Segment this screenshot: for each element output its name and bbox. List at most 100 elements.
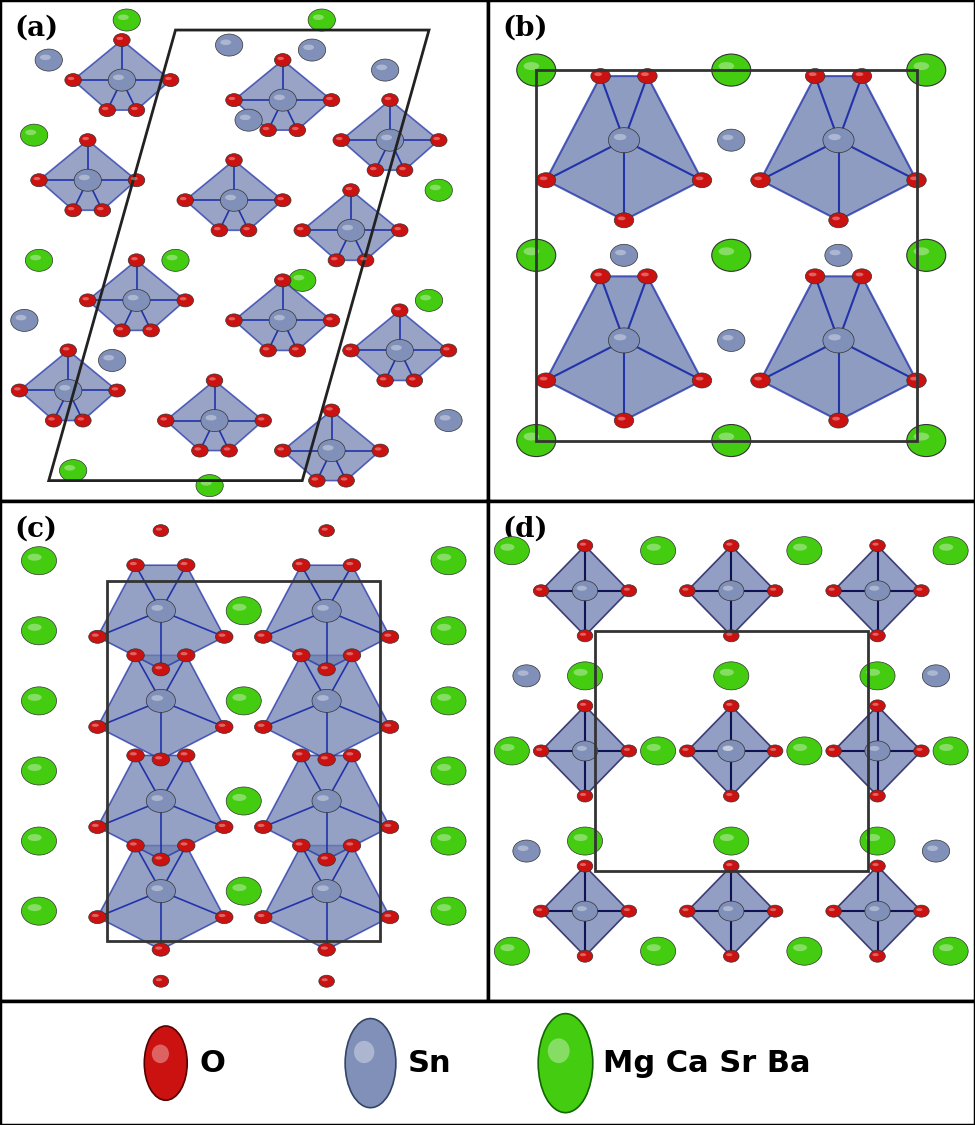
Ellipse shape — [67, 76, 74, 80]
Ellipse shape — [692, 374, 712, 388]
Ellipse shape — [829, 334, 840, 341]
Ellipse shape — [152, 1044, 169, 1063]
Ellipse shape — [767, 745, 783, 757]
Ellipse shape — [11, 309, 38, 332]
Ellipse shape — [793, 744, 807, 752]
Ellipse shape — [257, 417, 264, 421]
Ellipse shape — [321, 666, 328, 669]
Ellipse shape — [680, 906, 695, 917]
Ellipse shape — [865, 901, 890, 921]
Ellipse shape — [367, 164, 384, 177]
Text: (c): (c) — [15, 515, 58, 542]
Polygon shape — [283, 411, 380, 480]
Ellipse shape — [755, 377, 762, 380]
Ellipse shape — [513, 665, 540, 687]
Ellipse shape — [873, 863, 878, 866]
Ellipse shape — [225, 93, 242, 107]
Ellipse shape — [151, 605, 163, 611]
Ellipse shape — [524, 432, 539, 441]
Ellipse shape — [21, 827, 57, 855]
Ellipse shape — [437, 764, 451, 771]
Ellipse shape — [179, 297, 186, 300]
Ellipse shape — [548, 1038, 569, 1063]
Ellipse shape — [394, 227, 401, 231]
Ellipse shape — [873, 542, 878, 546]
Ellipse shape — [720, 669, 734, 676]
Ellipse shape — [343, 559, 361, 572]
Ellipse shape — [860, 827, 895, 855]
Ellipse shape — [726, 953, 732, 956]
Ellipse shape — [155, 756, 162, 759]
Ellipse shape — [292, 348, 298, 351]
Ellipse shape — [218, 723, 225, 727]
Ellipse shape — [866, 669, 880, 676]
Ellipse shape — [146, 880, 176, 902]
Ellipse shape — [312, 600, 341, 622]
Ellipse shape — [939, 543, 954, 551]
Ellipse shape — [153, 975, 169, 988]
Polygon shape — [834, 546, 921, 636]
Ellipse shape — [580, 703, 586, 705]
Ellipse shape — [494, 537, 529, 565]
Ellipse shape — [391, 304, 409, 317]
Polygon shape — [88, 260, 185, 331]
Ellipse shape — [176, 193, 193, 207]
Ellipse shape — [318, 753, 335, 766]
Ellipse shape — [262, 348, 269, 351]
Ellipse shape — [322, 979, 328, 981]
Ellipse shape — [577, 861, 593, 872]
Ellipse shape — [384, 824, 391, 827]
Ellipse shape — [308, 9, 335, 32]
Ellipse shape — [793, 944, 807, 952]
Ellipse shape — [394, 307, 401, 310]
Ellipse shape — [254, 910, 272, 924]
Ellipse shape — [317, 605, 329, 611]
Ellipse shape — [277, 57, 284, 60]
Ellipse shape — [153, 524, 169, 537]
Ellipse shape — [513, 840, 540, 862]
Polygon shape — [73, 40, 171, 110]
Ellipse shape — [346, 562, 353, 565]
Ellipse shape — [194, 448, 201, 451]
Ellipse shape — [317, 885, 329, 891]
Ellipse shape — [726, 632, 732, 636]
Ellipse shape — [116, 327, 123, 331]
Ellipse shape — [431, 134, 447, 146]
Ellipse shape — [97, 207, 103, 210]
Ellipse shape — [275, 54, 292, 66]
Ellipse shape — [80, 134, 96, 146]
Polygon shape — [234, 280, 332, 351]
Text: O: O — [200, 1048, 226, 1078]
Ellipse shape — [201, 410, 228, 432]
Ellipse shape — [295, 652, 302, 656]
Ellipse shape — [289, 124, 306, 136]
Ellipse shape — [321, 756, 328, 759]
Ellipse shape — [580, 953, 586, 956]
Ellipse shape — [152, 753, 170, 766]
Ellipse shape — [59, 385, 70, 390]
Ellipse shape — [295, 843, 302, 846]
Ellipse shape — [289, 344, 306, 357]
Ellipse shape — [226, 687, 261, 714]
Ellipse shape — [437, 834, 451, 842]
Ellipse shape — [331, 258, 337, 260]
Text: (b): (b) — [502, 15, 548, 42]
Ellipse shape — [852, 69, 872, 83]
Ellipse shape — [536, 908, 542, 911]
Ellipse shape — [577, 790, 593, 802]
Ellipse shape — [870, 700, 885, 712]
Ellipse shape — [866, 834, 880, 842]
Ellipse shape — [346, 753, 353, 756]
Ellipse shape — [376, 374, 393, 387]
Ellipse shape — [155, 946, 162, 950]
Ellipse shape — [225, 154, 242, 166]
Ellipse shape — [254, 820, 272, 834]
Ellipse shape — [262, 127, 269, 130]
Ellipse shape — [591, 269, 610, 284]
Ellipse shape — [295, 753, 302, 756]
Ellipse shape — [152, 853, 170, 866]
Ellipse shape — [89, 630, 106, 644]
Ellipse shape — [755, 177, 762, 180]
Ellipse shape — [155, 666, 162, 669]
Ellipse shape — [225, 314, 242, 327]
